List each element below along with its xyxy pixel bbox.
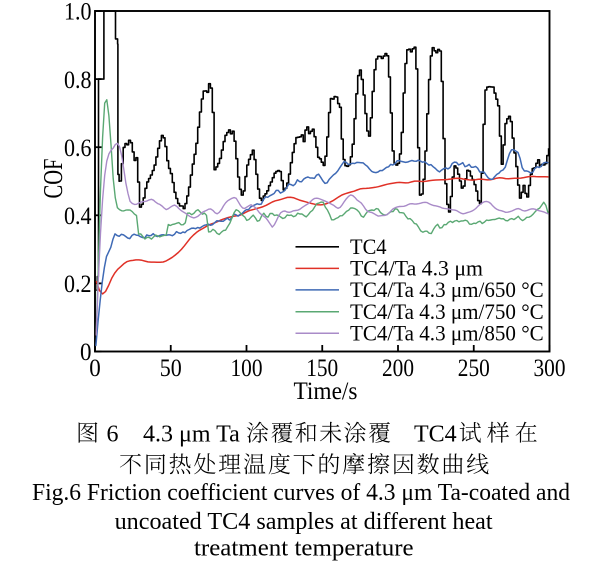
svg-text:200: 200 bbox=[382, 355, 414, 382]
svg-text:0.4: 0.4 bbox=[64, 203, 92, 230]
svg-text:100: 100 bbox=[231, 355, 263, 382]
svg-text:0.6: 0.6 bbox=[64, 135, 92, 162]
svg-text:0: 0 bbox=[80, 339, 92, 366]
svg-text:TC4: TC4 bbox=[414, 422, 457, 448]
svg-text:250: 250 bbox=[458, 355, 490, 382]
svg-text:TC4/Ta 4.3 μm/650 °C: TC4/Ta 4.3 μm/650 °C bbox=[350, 277, 544, 302]
svg-text:1.0: 1.0 bbox=[64, 0, 92, 26]
svg-text:150: 150 bbox=[306, 355, 338, 382]
svg-text:treatment temperature: treatment temperature bbox=[194, 536, 414, 562]
svg-text:TC4/Ta 4.3 μm: TC4/Ta 4.3 μm bbox=[350, 256, 483, 281]
svg-text:Fig.6 Friction coefficient cur: Fig.6 Friction coefficient curves of 4.3… bbox=[32, 480, 570, 506]
svg-text:COF: COF bbox=[38, 159, 68, 199]
svg-text:TC4/Ta 4.3 μm/750 °C: TC4/Ta 4.3 μm/750 °C bbox=[350, 299, 544, 324]
svg-text:TC4/Ta 4.3 μm/850 °C: TC4/Ta 4.3 μm/850 °C bbox=[350, 321, 544, 346]
svg-text:0.8: 0.8 bbox=[64, 67, 92, 94]
svg-text:0.2: 0.2 bbox=[64, 271, 92, 298]
svg-text:50: 50 bbox=[160, 355, 182, 382]
svg-text:6: 6 bbox=[107, 422, 119, 448]
svg-text:300: 300 bbox=[534, 355, 566, 382]
svg-text:4.3 μm Ta: 4.3 μm Ta bbox=[143, 422, 240, 448]
svg-text:0: 0 bbox=[89, 355, 101, 382]
svg-text:Time/s: Time/s bbox=[294, 378, 358, 405]
svg-text:uncoated TC4 samples at differ: uncoated TC4 samples at different heat bbox=[115, 509, 493, 535]
svg-text:TC4: TC4 bbox=[350, 234, 387, 259]
